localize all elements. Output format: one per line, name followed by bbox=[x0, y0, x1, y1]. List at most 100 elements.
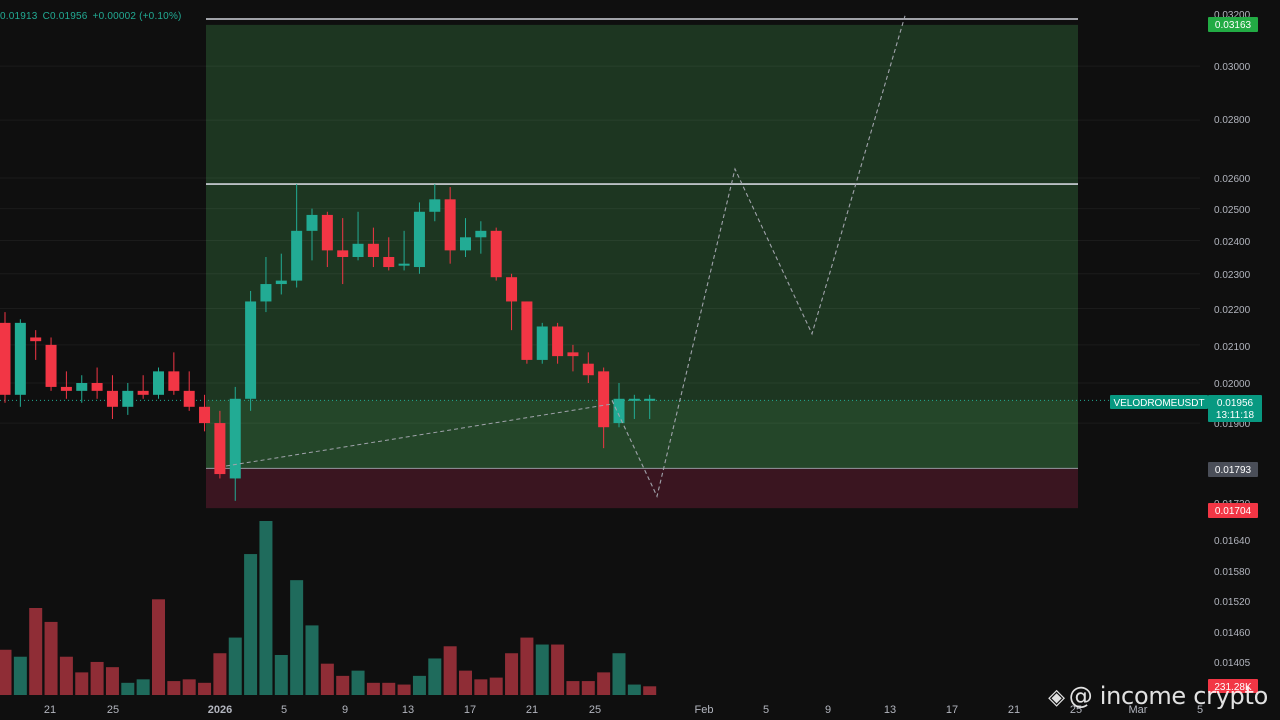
price-axis[interactable]: 0.03200 0.03000 0.02800 0.02600 0.02500 0.024… bbox=[1214, 10, 1251, 669]
volume-bar bbox=[320, 663, 334, 695]
candle-body bbox=[321, 214, 333, 251]
trend-line bbox=[225, 403, 613, 467]
volume-bar bbox=[397, 684, 411, 695]
candle-body bbox=[122, 390, 134, 407]
candle-body bbox=[598, 371, 610, 428]
volume-badge-text: 231.28K bbox=[1214, 682, 1252, 693]
date-tick-label: 25 bbox=[1070, 704, 1082, 716]
volume-bar bbox=[474, 679, 488, 695]
time-axis[interactable]: 21 25 2026 5 9 13 17 21 25 Feb 5 9 13 17 21 25 Mar 5 bbox=[44, 704, 1203, 716]
candle-body bbox=[106, 390, 118, 407]
candle-body bbox=[229, 398, 241, 479]
entry-badge-text: 0.01793 bbox=[1215, 465, 1252, 476]
candle-body bbox=[582, 363, 594, 376]
ohlc-legend: 0.01913 C0.01956 +0.00002 (+0.10%) bbox=[0, 11, 187, 22]
price-tick-label: 0.03000 bbox=[1214, 62, 1251, 73]
candle-body bbox=[245, 301, 257, 399]
projection-path bbox=[225, 15, 906, 498]
volume-bar bbox=[520, 637, 534, 695]
volume-bar bbox=[13, 656, 27, 695]
volume-bar bbox=[581, 681, 595, 695]
candle-body bbox=[644, 398, 656, 401]
price-tick-label: 0.01460 bbox=[1214, 628, 1251, 639]
date-tick-label: 17 bbox=[946, 704, 958, 716]
date-tick-label: Mar bbox=[1129, 704, 1148, 716]
candle-body bbox=[306, 214, 318, 231]
candle-body bbox=[460, 237, 471, 251]
price-tick-label: 0.01580 bbox=[1214, 567, 1251, 578]
volume-bar bbox=[627, 684, 641, 695]
volume-bar bbox=[44, 621, 58, 695]
entry-zone bbox=[206, 400, 1078, 469]
stop-badge-bg bbox=[1208, 503, 1258, 518]
candle-body bbox=[153, 371, 164, 395]
date-tick-label: 25 bbox=[107, 704, 119, 716]
candle-body bbox=[275, 280, 287, 285]
candle-body bbox=[137, 390, 149, 395]
volume-bar bbox=[336, 675, 350, 695]
volume-bars bbox=[0, 521, 657, 695]
volume-badge-bg bbox=[1208, 679, 1258, 693]
candle-body bbox=[183, 390, 195, 407]
volume-bar bbox=[121, 682, 135, 695]
target-badge-text: 0.03163 bbox=[1215, 20, 1252, 31]
price-tick-label: 0.01520 bbox=[1214, 597, 1251, 608]
price-tick-label: 0.01900 bbox=[1214, 419, 1251, 430]
entry-badge-bg bbox=[1208, 462, 1258, 477]
price-tick-label: 0.02300 bbox=[1214, 270, 1251, 281]
volume-bar bbox=[90, 661, 104, 695]
projection-line bbox=[611, 15, 906, 498]
volume-bar bbox=[105, 667, 119, 695]
date-tick-label: 21 bbox=[526, 704, 538, 716]
price-tick-label: 0.02200 bbox=[1214, 305, 1251, 316]
candle-body bbox=[14, 322, 26, 395]
volume-bar bbox=[351, 670, 365, 695]
candle-body bbox=[628, 398, 640, 401]
volume-bar bbox=[136, 679, 150, 695]
volume-bar bbox=[428, 658, 442, 695]
volume-bar bbox=[305, 625, 319, 695]
stop-badge-text: 0.01704 bbox=[1215, 506, 1252, 517]
volume-bar bbox=[597, 672, 611, 695]
current-price-badge-text: 0.01956 bbox=[1217, 398, 1254, 409]
candle-body bbox=[60, 386, 72, 391]
date-tick-label: 2026 bbox=[208, 704, 232, 716]
candle-body bbox=[383, 256, 395, 268]
profit-zone bbox=[206, 24, 1078, 469]
volume-bar bbox=[551, 644, 565, 695]
volume-bar bbox=[259, 521, 273, 695]
candle-body bbox=[567, 352, 579, 357]
volume-bar bbox=[274, 654, 288, 695]
volume-bar bbox=[213, 653, 227, 695]
watermark: ◈ @ income crypto bbox=[1048, 682, 1268, 710]
current-price-badge-text: 13:11:18 bbox=[1216, 410, 1255, 421]
volume-bar bbox=[459, 670, 472, 695]
price-tick-label: 0.02600 bbox=[1214, 174, 1251, 185]
candle-body bbox=[521, 301, 533, 360]
volume-bar bbox=[412, 675, 426, 695]
candle-body bbox=[214, 423, 226, 475]
candle-body bbox=[91, 383, 103, 391]
date-tick-label: Feb bbox=[695, 704, 714, 716]
volume-bar bbox=[0, 649, 12, 695]
candles bbox=[0, 184, 656, 501]
volume-bar bbox=[152, 599, 165, 695]
price-tick-label: 0.02000 bbox=[1214, 379, 1251, 390]
candle-body bbox=[45, 344, 57, 387]
price-tick-label: 0.02500 bbox=[1214, 205, 1251, 216]
date-tick-label: 5 bbox=[1197, 704, 1203, 716]
volume-bar bbox=[489, 677, 503, 695]
candle-body bbox=[352, 243, 364, 257]
change-value: +0.00002 (+0.10%) bbox=[92, 11, 182, 22]
price-tick-label: 0.02800 bbox=[1214, 115, 1251, 126]
candle-body bbox=[429, 199, 441, 212]
volume-bar bbox=[244, 554, 258, 695]
date-tick-label: 5 bbox=[281, 704, 287, 716]
volume-bar bbox=[382, 682, 396, 695]
candle-body bbox=[536, 326, 548, 360]
candle-body bbox=[506, 277, 518, 302]
date-tick-label: 13 bbox=[884, 704, 896, 716]
